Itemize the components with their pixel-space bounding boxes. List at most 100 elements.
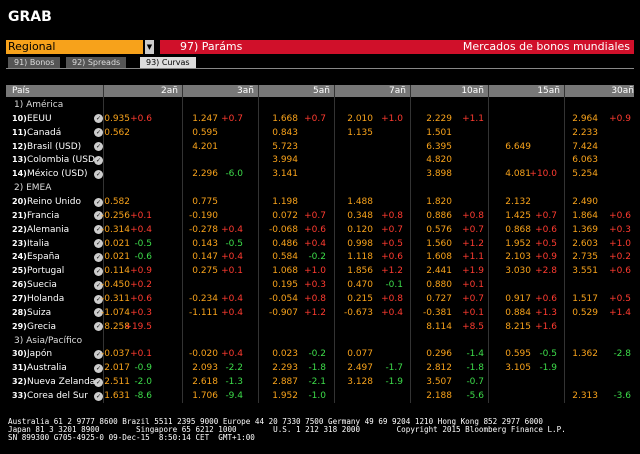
- country-name[interactable]: EEUU: [27, 113, 52, 124]
- column-separator: [488, 85, 489, 403]
- yield-change: -0.2: [308, 349, 326, 360]
- yield-change: -1.3: [225, 377, 243, 388]
- dropdown-button[interactable]: ▼: [145, 40, 154, 54]
- country-name[interactable]: Colombia (USD: [27, 155, 95, 166]
- yield-change: +0.1: [462, 280, 484, 291]
- row-icon[interactable]: ✓: [94, 114, 103, 124]
- yield-change: +1.0: [609, 238, 631, 249]
- country-name[interactable]: Corea del Sur: [27, 391, 88, 402]
- row-code: 26): [12, 280, 27, 290]
- row-icon[interactable]: ✓: [94, 155, 103, 165]
- row-icon[interactable]: ✓: [94, 211, 103, 221]
- yield-change: +0.5: [381, 238, 403, 249]
- row-icon[interactable]: ✓: [94, 377, 103, 387]
- yield-value: 2.293: [272, 363, 298, 374]
- country-name[interactable]: Suiza: [27, 307, 52, 318]
- yield-value: 2.132: [505, 197, 531, 208]
- country-name[interactable]: Holanda: [27, 294, 65, 305]
- column-header: 3añ: [237, 86, 254, 96]
- row-code: 12): [12, 141, 27, 151]
- row-code: 13): [12, 155, 27, 165]
- country-name[interactable]: Nueva Zelanda: [27, 377, 96, 388]
- yield-value: 1.631: [104, 391, 130, 402]
- yield-value: 2.618: [192, 377, 218, 388]
- yield-value: 2.188: [426, 391, 452, 402]
- yield-value: 6.395: [426, 141, 452, 152]
- yield-value: 0.023: [272, 349, 298, 360]
- country-name[interactable]: Reino Unido: [27, 197, 81, 208]
- tab[interactable]: 92) Spreads: [66, 57, 127, 68]
- yield-change: -0.9: [134, 363, 152, 374]
- country-name[interactable]: Alemania: [27, 224, 70, 235]
- yield-value: 0.843: [272, 127, 298, 138]
- yield-change: +0.7: [535, 210, 557, 221]
- yield-value: -0.907: [268, 307, 298, 318]
- yield-change: +0.8: [381, 294, 403, 305]
- yield-change: +8.5: [462, 321, 484, 332]
- yield-value: -0.314: [100, 224, 130, 235]
- app-title: GRAB: [8, 9, 52, 25]
- row-icon[interactable]: ✓: [94, 128, 103, 138]
- yield-value: 0.775: [192, 197, 218, 208]
- yield-change: +0.5: [609, 294, 631, 305]
- yield-change: -6.0: [225, 169, 243, 180]
- country-name[interactable]: Portugal: [27, 266, 65, 277]
- country-name[interactable]: Italia: [27, 238, 50, 249]
- row-icon[interactable]: ✓: [94, 252, 103, 262]
- yield-value: 2.093: [192, 363, 218, 374]
- row-icon[interactable]: ✓: [94, 239, 103, 249]
- yield-change: +0.9: [609, 113, 631, 124]
- country-name[interactable]: Australia: [27, 363, 67, 374]
- row-code: 24): [12, 252, 27, 262]
- yield-value: -0.381: [422, 307, 452, 318]
- row-icon[interactable]: ✓: [94, 294, 103, 304]
- column-separator: [182, 85, 183, 403]
- column-separator: [334, 85, 335, 403]
- yield-value: 2.313: [572, 391, 598, 402]
- row-icon[interactable]: ✓: [94, 280, 103, 290]
- country-name[interactable]: Canadá: [27, 127, 62, 138]
- country-name[interactable]: España: [27, 252, 60, 263]
- tab[interactable]: 93) Curvas: [140, 57, 196, 68]
- yield-value: 3.128: [347, 377, 373, 388]
- country-name[interactable]: Brasil (USD): [27, 141, 82, 152]
- row-icon[interactable]: ✓: [94, 349, 103, 359]
- yield-value: 0.215: [347, 294, 373, 305]
- row-icon[interactable]: ✓: [94, 322, 103, 332]
- country-name[interactable]: México (USD): [27, 169, 88, 180]
- row-code: 27): [12, 294, 27, 304]
- row-code: 10): [12, 113, 27, 123]
- yield-change: +10.0: [529, 169, 557, 180]
- row-icon[interactable]: ✓: [94, 142, 103, 152]
- region-dropdown[interactable]: Regional: [6, 40, 143, 54]
- yield-value: 0.868: [505, 224, 531, 235]
- yield-value: 4.820: [426, 155, 452, 166]
- yield-value: 0.529: [572, 307, 598, 318]
- tab[interactable]: 91) Bonos: [8, 57, 61, 68]
- yield-change: +1.2: [381, 266, 403, 277]
- yield-change: +0.6: [304, 224, 326, 235]
- yield-value: 5.723: [272, 141, 298, 152]
- yield-value: 1.608: [426, 252, 452, 263]
- yield-value: 0.880: [426, 280, 452, 291]
- row-icon[interactable]: ✓: [94, 169, 103, 179]
- row-icon[interactable]: ✓: [94, 391, 103, 401]
- country-name[interactable]: Suecia: [27, 280, 57, 291]
- yield-value: 1.425: [505, 210, 531, 221]
- params-button[interactable]: 97) Paráms: [180, 40, 243, 53]
- yield-change: -0.5: [539, 349, 557, 360]
- country-name[interactable]: Japón: [27, 349, 53, 360]
- row-icon[interactable]: ✓: [94, 266, 103, 276]
- row-icon[interactable]: ✓: [94, 225, 103, 235]
- yield-value: 0.275: [192, 266, 218, 277]
- row-icon[interactable]: ✓: [94, 363, 103, 373]
- row-code: 23): [12, 238, 27, 248]
- yield-value: 0.021: [104, 252, 130, 263]
- row-icon[interactable]: ✓: [94, 308, 103, 318]
- row-icon[interactable]: ✓: [94, 197, 103, 207]
- yield-value: 8.114: [426, 321, 452, 332]
- country-name[interactable]: Francia: [27, 210, 60, 221]
- country-name[interactable]: Grecia: [27, 321, 56, 332]
- column-separator: [103, 85, 104, 403]
- section-title: 2) EMEA: [14, 183, 52, 194]
